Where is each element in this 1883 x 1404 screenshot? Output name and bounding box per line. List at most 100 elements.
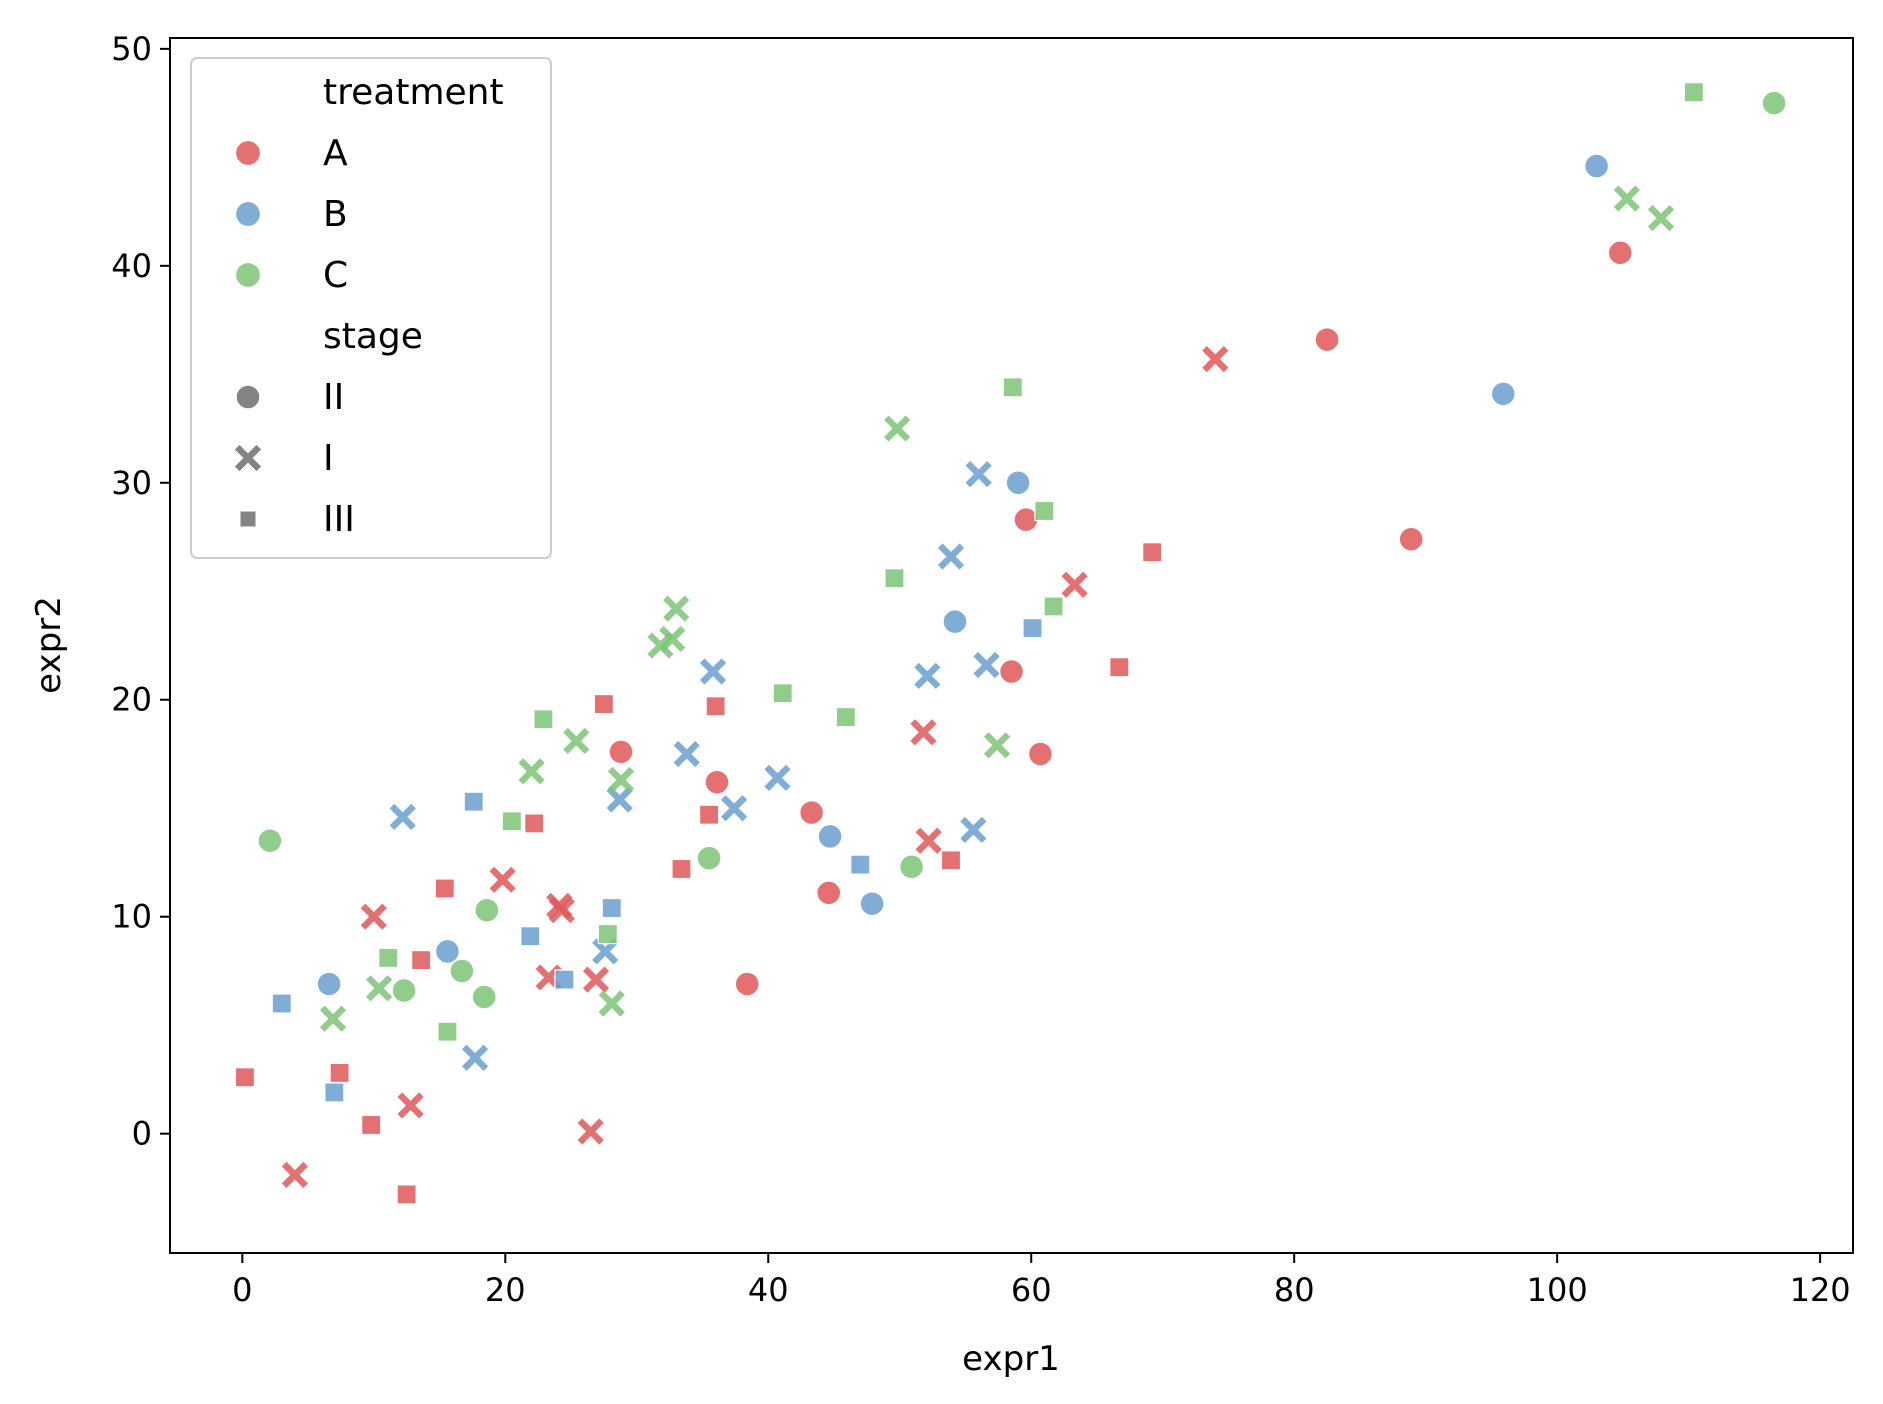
data-point <box>471 984 497 1010</box>
data-point <box>835 706 856 728</box>
y-tick-label: 30 <box>111 464 152 502</box>
data-point <box>434 878 455 899</box>
data-point <box>937 543 965 570</box>
data-point <box>720 795 748 822</box>
data-point <box>1022 618 1043 639</box>
data-point <box>663 595 690 622</box>
y-tick-label: 10 <box>111 898 152 936</box>
data-point <box>449 958 475 984</box>
y-tick-label: 0 <box>132 1115 152 1153</box>
data-point <box>671 858 692 880</box>
x-axis-ticks: 0 20 40 60 80 100 120 <box>232 1253 1851 1309</box>
data-point <box>850 854 871 875</box>
data-point <box>234 1067 256 1088</box>
data-point <box>319 1005 347 1032</box>
data-point <box>592 938 619 965</box>
y-axis-title: expr2 <box>29 596 69 694</box>
data-point <box>463 791 484 812</box>
data-point <box>434 938 461 965</box>
x-tick-label: 80 <box>1274 1271 1315 1309</box>
plot-frame <box>169 37 1854 1254</box>
data-point <box>601 897 622 919</box>
data-point <box>1314 326 1340 353</box>
y-axis-ticks: 0 10 20 30 40 50 <box>111 30 170 1153</box>
data-point <box>817 823 843 850</box>
data-point <box>965 461 992 488</box>
data-point <box>396 1184 417 1205</box>
legend-marker-treatment-a <box>234 139 262 167</box>
data-point <box>271 993 292 1014</box>
legend-marker-treatment-b <box>234 200 262 228</box>
data-point <box>696 845 722 871</box>
data-point <box>940 850 962 871</box>
data-point <box>815 880 842 906</box>
x-tick-label: 0 <box>232 1271 252 1309</box>
data-point <box>859 890 885 917</box>
data-point <box>798 799 825 826</box>
data-point <box>391 977 417 1004</box>
data-point <box>1647 204 1675 232</box>
data-point <box>389 803 416 830</box>
data-point <box>324 1082 345 1103</box>
x-tick-label: 120 <box>1790 1271 1851 1309</box>
legend-marker-treatment-c <box>234 261 262 289</box>
data-point <box>915 827 942 854</box>
data-point <box>1490 381 1517 407</box>
y-tick-label: 50 <box>111 30 152 68</box>
data-point <box>698 804 720 825</box>
data-point <box>360 903 387 930</box>
y-tick-label: 40 <box>111 247 152 285</box>
data-point <box>1583 153 1610 179</box>
data-point <box>914 662 941 689</box>
legend-marker-stage-circle <box>235 384 261 410</box>
data-point <box>1027 741 1054 767</box>
data-point <box>884 415 911 442</box>
data-point <box>1683 82 1705 103</box>
data-point <box>489 866 516 893</box>
data-point <box>898 854 925 880</box>
x-tick-label: 100 <box>1527 1271 1588 1309</box>
data-point <box>518 758 545 785</box>
data-point <box>474 897 500 923</box>
data-point <box>1613 185 1640 212</box>
data-point <box>884 568 905 589</box>
data-point <box>734 971 760 997</box>
data-point <box>910 719 937 746</box>
data-point <box>535 964 562 991</box>
legend-label-treatment: A <box>323 133 348 174</box>
x-tick-label: 40 <box>748 1271 789 1309</box>
data-point <box>1202 346 1229 373</box>
legend-label-stage: II <box>323 377 344 418</box>
data-point <box>699 658 727 685</box>
data-point <box>361 1114 382 1136</box>
data-point <box>548 897 575 924</box>
legend-marker-stage-x <box>234 444 262 472</box>
data-point <box>520 926 541 947</box>
y-tick-label: 20 <box>111 681 152 719</box>
data-point <box>397 1092 424 1119</box>
data-point <box>257 828 283 854</box>
data-points <box>234 82 1787 1205</box>
data-point <box>705 696 726 717</box>
data-point <box>563 727 590 755</box>
data-point <box>437 1021 458 1042</box>
data-point <box>329 1062 350 1084</box>
data-point <box>998 658 1025 685</box>
data-point <box>281 1161 309 1188</box>
legend-label-treatment: B <box>323 194 348 235</box>
data-point <box>647 632 674 659</box>
legend-label-stage: III <box>323 499 355 540</box>
data-point <box>960 816 987 844</box>
data-point <box>673 740 700 768</box>
data-point <box>1034 500 1055 522</box>
data-point <box>659 625 686 653</box>
data-point <box>524 813 545 834</box>
data-point <box>607 766 635 794</box>
data-point <box>1061 571 1088 598</box>
data-point <box>533 709 554 730</box>
data-point <box>461 1044 489 1071</box>
legend-title-stage: stage <box>323 316 423 357</box>
data-point <box>973 651 1000 679</box>
